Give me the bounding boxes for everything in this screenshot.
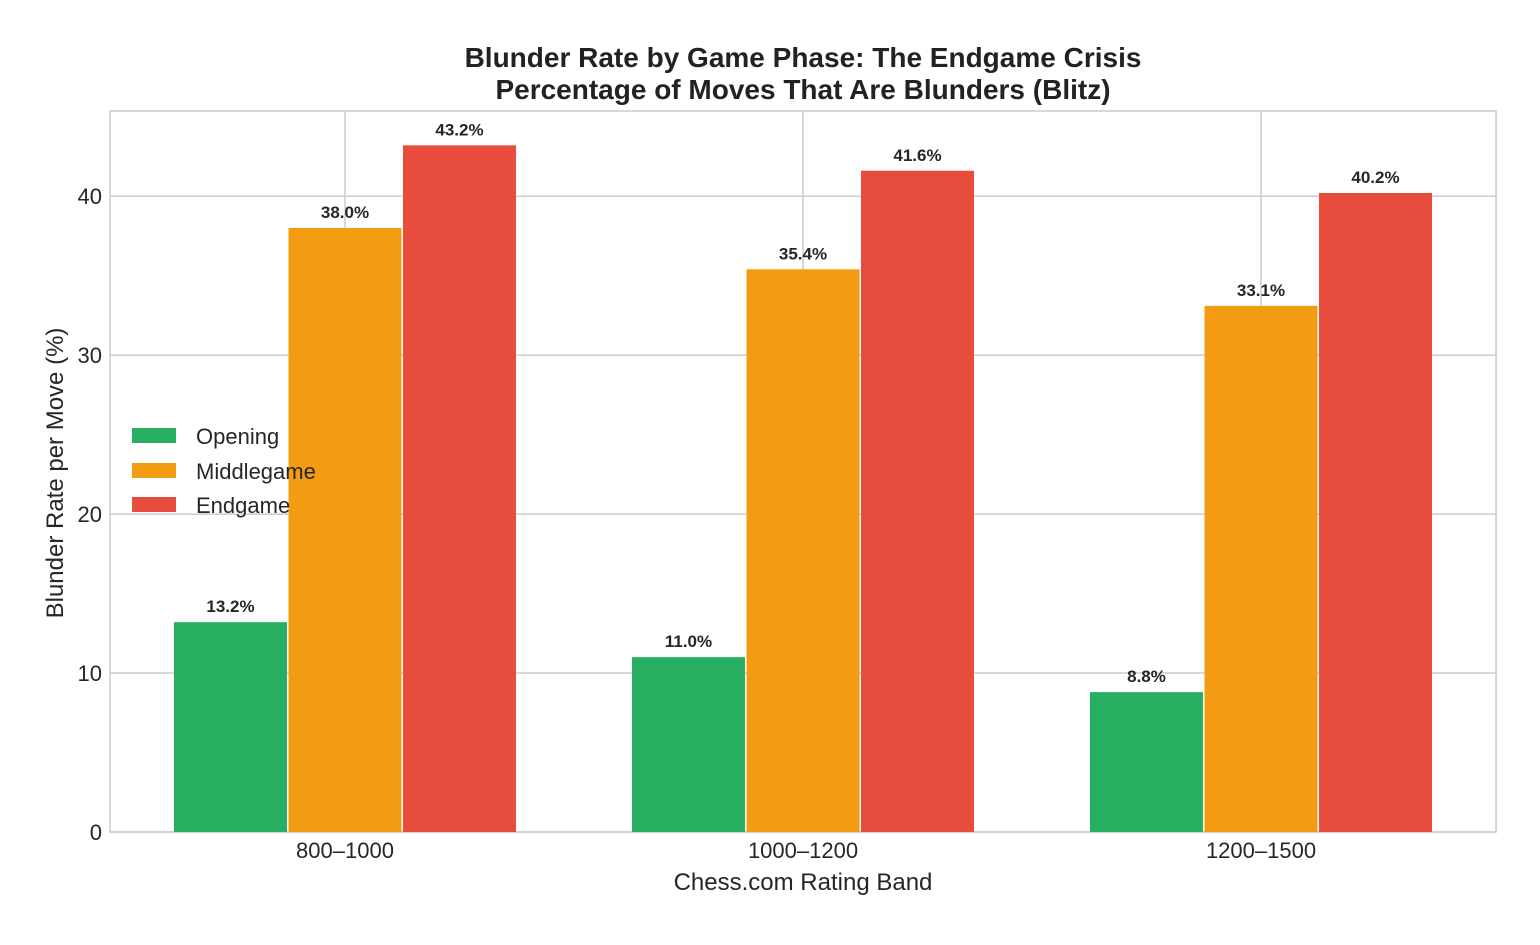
- bar-opening: [174, 622, 287, 832]
- bar-endgame: [861, 170, 974, 832]
- data-label-opening: 13.2%: [206, 597, 254, 616]
- x-tick-label: 1200–1500: [1206, 838, 1316, 863]
- x-axis-ticks: 800–1000 1000–1200 1200–1500: [296, 838, 1316, 863]
- legend-label-endgame: Endgame: [196, 493, 290, 518]
- data-label-opening: 8.8%: [1127, 667, 1166, 686]
- x-tick-label: 1000–1200: [748, 838, 858, 863]
- data-label-middlegame: 35.4%: [779, 244, 827, 263]
- legend-label-opening: Opening: [196, 424, 279, 449]
- y-tick-label: 10: [78, 661, 102, 686]
- y-tick-label: 20: [78, 502, 102, 527]
- data-label-middlegame: 38.0%: [321, 203, 369, 222]
- y-tick-label: 30: [78, 343, 102, 368]
- data-label-endgame: 43.2%: [435, 120, 483, 139]
- chart-subtitle: Percentage of Moves That Are Blunders (B…: [495, 74, 1110, 105]
- y-axis-label: Blunder Rate per Move (%): [42, 328, 69, 619]
- bar-endgame: [403, 145, 516, 833]
- legend-label-middlegame: Middlegame: [196, 459, 316, 484]
- legend: Opening Middlegame Endgame: [132, 424, 316, 518]
- bar-opening: [1090, 692, 1203, 832]
- legend-swatch-middlegame: [132, 463, 176, 478]
- bar-middlegame: [1204, 305, 1318, 833]
- data-labels: 13.2% 11.0% 8.8% 38.0% 35.4% 33.1% 43.2% 41.6% 4…: [206, 120, 1399, 686]
- data-label-endgame: 40.2%: [1351, 168, 1399, 187]
- bar-middlegame: [746, 269, 860, 832]
- data-label-middlegame: 33.1%: [1237, 281, 1285, 300]
- bar-endgame: [1319, 193, 1432, 832]
- data-label-opening: 11.0%: [665, 632, 712, 651]
- bars: [174, 145, 1432, 833]
- y-axis-ticks: 0 10 20 30 40: [78, 184, 102, 845]
- data-label-endgame: 41.6%: [893, 146, 941, 165]
- bar-opening: [632, 657, 745, 832]
- x-axis-label: Chess.com Rating Band: [674, 869, 933, 896]
- legend-swatch-endgame: [132, 497, 176, 512]
- y-tick-label: 40: [78, 184, 102, 209]
- y-tick-label: 0: [90, 820, 102, 845]
- legend-swatch-opening: [132, 428, 176, 443]
- chart-title: Blunder Rate by Game Phase: The Endgame …: [465, 42, 1142, 73]
- x-tick-label: 800–1000: [296, 838, 394, 863]
- bar-middlegame: [288, 227, 402, 832]
